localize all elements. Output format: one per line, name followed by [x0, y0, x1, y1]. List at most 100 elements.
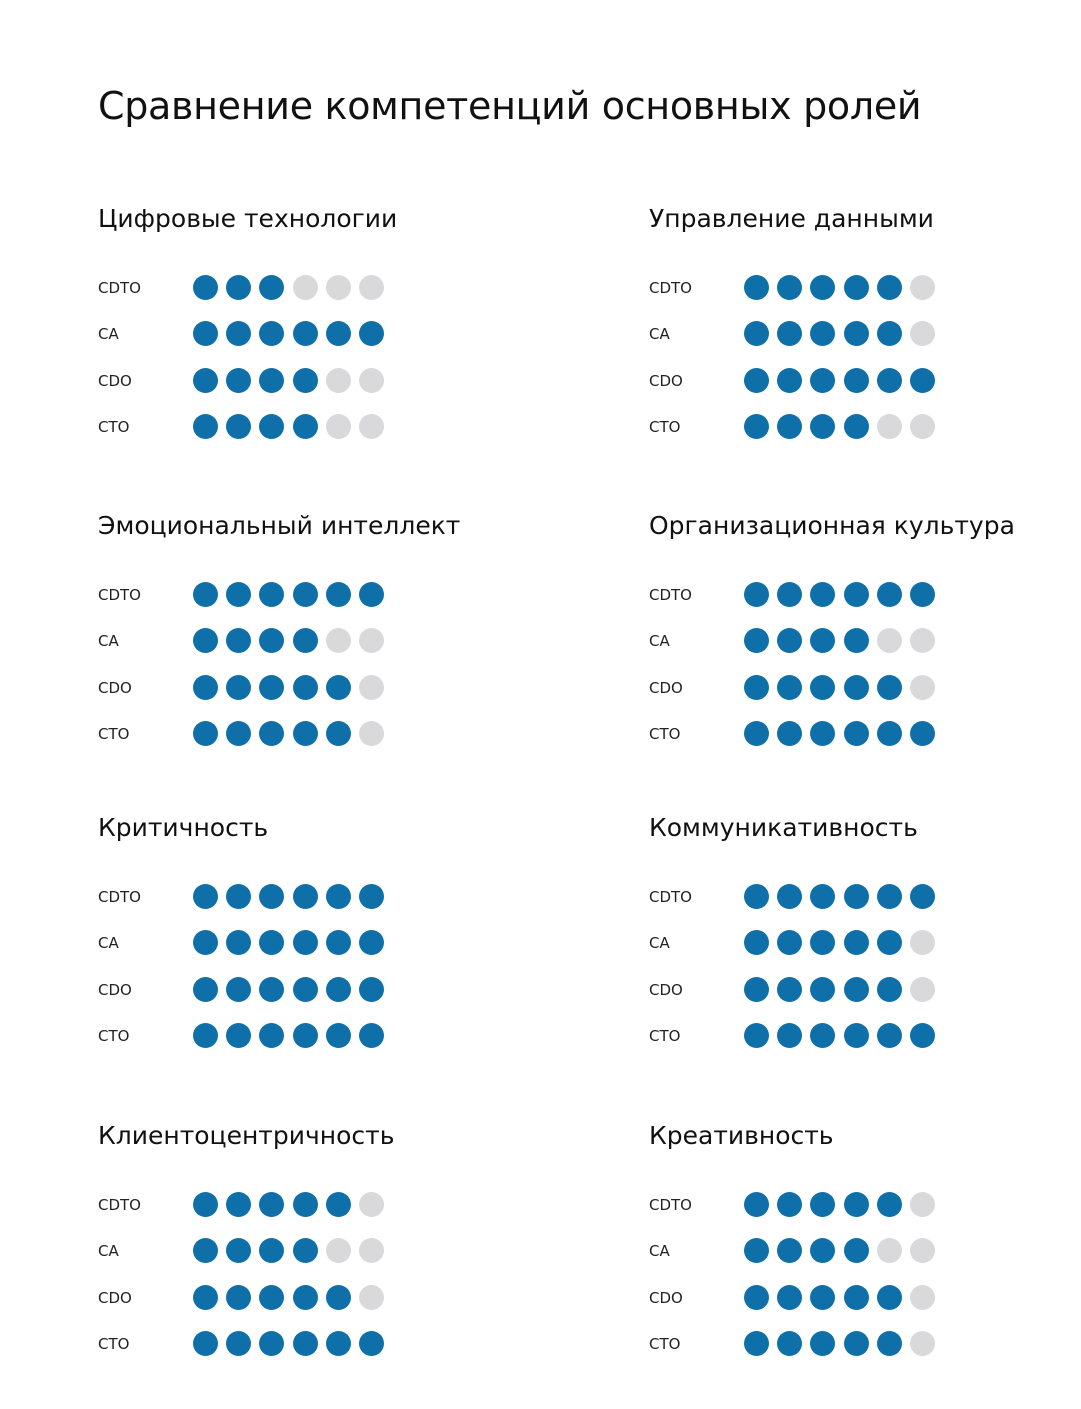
- score-dot-filled: [777, 367, 803, 393]
- score-dot-filled: [226, 628, 252, 654]
- score-dot-filled: [843, 674, 869, 700]
- score-dot-filled: [876, 1022, 902, 1048]
- score-dot-filled: [810, 1022, 836, 1048]
- role-row: CDTO: [649, 884, 949, 910]
- score-dot-filled: [259, 884, 285, 909]
- competency-panel: Цифровые технологии CDTO CA CDO CTO: [98, 204, 528, 464]
- role-label: CDO: [98, 980, 132, 999]
- competency-panel: Эмоциональный интеллект CDTO CA CDO CTO: [98, 511, 528, 771]
- role-row: CTO: [649, 1022, 949, 1049]
- role-label: CA: [98, 325, 119, 344]
- score-dot-filled: [744, 582, 769, 607]
- score-dot-filled: [777, 628, 803, 654]
- score-dot-filled: [259, 628, 285, 654]
- score-dot-filled: [226, 413, 252, 439]
- score-dot-filled: [843, 628, 869, 654]
- role-row: CA: [649, 930, 949, 956]
- score-dot-filled: [843, 720, 869, 746]
- score-dot-filled: [777, 1284, 803, 1310]
- score-dot-filled: [259, 367, 285, 393]
- role-label: CDTO: [98, 1196, 141, 1214]
- role-row: CDTO: [649, 1192, 949, 1218]
- panel-title: Клиентоцентричность: [98, 1121, 395, 1150]
- role-label: CDO: [649, 678, 683, 697]
- score-dot-filled: [910, 884, 935, 909]
- score-dot-filled: [359, 976, 384, 1002]
- competency-panel: Критичность CDTO CA CDO CTO: [98, 813, 528, 1073]
- panel-title: Организационная культура: [649, 511, 1015, 540]
- role-row: CDO: [98, 976, 398, 1003]
- score-dot-filled: [910, 720, 935, 746]
- score-dot-filled: [325, 1330, 351, 1356]
- score-dot-filled: [259, 413, 285, 439]
- score-dot-filled: [325, 1284, 351, 1310]
- role-row: CA: [98, 1238, 398, 1264]
- score-dot-filled: [876, 321, 902, 347]
- role-label: CTO: [98, 1026, 130, 1045]
- panel-title: Креативность: [649, 1121, 834, 1150]
- score-dot-filled: [193, 628, 218, 654]
- score-dot-filled: [744, 930, 769, 956]
- score-dot-filled: [810, 674, 836, 700]
- page-title: Сравнение компетенций основных ролей: [98, 84, 922, 128]
- score-dot-filled: [777, 1022, 803, 1048]
- score-dot-filled: [744, 1330, 769, 1356]
- score-dot-empty: [876, 628, 902, 654]
- role-row: CTO: [98, 413, 398, 440]
- score-dot-empty: [359, 413, 384, 439]
- score-dot-empty: [910, 674, 935, 700]
- score-dot-filled: [777, 413, 803, 439]
- score-dot-filled: [843, 1330, 869, 1356]
- score-dot-filled: [226, 720, 252, 746]
- score-dot-filled: [744, 275, 769, 300]
- score-dot-filled: [259, 1022, 285, 1048]
- score-dot-filled: [843, 1192, 869, 1217]
- score-dot-filled: [292, 582, 318, 607]
- panel-title: Управление данными: [649, 204, 934, 233]
- role-row: CTO: [98, 1022, 398, 1049]
- score-dot-filled: [359, 1022, 384, 1048]
- score-dot-filled: [843, 884, 869, 909]
- role-row: CDTO: [98, 1192, 398, 1218]
- score-dot-filled: [810, 976, 836, 1002]
- score-dot-filled: [777, 674, 803, 700]
- score-dot-filled: [193, 1284, 218, 1310]
- score-dot-filled: [744, 1022, 769, 1048]
- score-dot-filled: [193, 884, 218, 909]
- score-dot-empty: [910, 1330, 935, 1356]
- score-dot-filled: [359, 884, 384, 909]
- score-dot-filled: [325, 674, 351, 700]
- role-row: CTO: [649, 720, 949, 747]
- score-dot-filled: [810, 367, 836, 393]
- score-dot-filled: [325, 1022, 351, 1048]
- role-row: CA: [649, 628, 949, 654]
- role-label: CA: [649, 1242, 670, 1261]
- role-row: CTO: [98, 720, 398, 747]
- score-dot-filled: [325, 1192, 351, 1217]
- role-label: CDTO: [649, 1196, 692, 1214]
- score-dot-filled: [810, 930, 836, 956]
- score-dot-filled: [744, 1238, 769, 1264]
- score-dot-filled: [292, 321, 318, 347]
- score-dot-empty: [359, 1192, 384, 1217]
- role-row: CA: [98, 930, 398, 956]
- role-row: CDTO: [98, 884, 398, 910]
- score-dot-filled: [226, 582, 252, 607]
- score-dot-filled: [810, 582, 836, 607]
- score-dot-filled: [259, 1192, 285, 1217]
- score-dot-filled: [876, 1192, 902, 1217]
- score-dot-filled: [193, 976, 218, 1002]
- score-dot-filled: [259, 321, 285, 347]
- score-dot-empty: [910, 1192, 935, 1217]
- score-dot-empty: [910, 976, 935, 1002]
- score-dot-filled: [226, 1284, 252, 1310]
- score-dot-filled: [744, 884, 769, 909]
- score-dot-filled: [910, 1022, 935, 1048]
- score-dot-filled: [292, 930, 318, 956]
- score-dot-empty: [325, 1238, 351, 1264]
- score-dot-filled: [259, 1284, 285, 1310]
- score-dot-filled: [744, 720, 769, 746]
- competency-panel: Клиентоцентричность CDTO CA CDO CTO: [98, 1121, 528, 1381]
- score-dot-filled: [810, 413, 836, 439]
- panel-title: Коммуникативность: [649, 813, 918, 842]
